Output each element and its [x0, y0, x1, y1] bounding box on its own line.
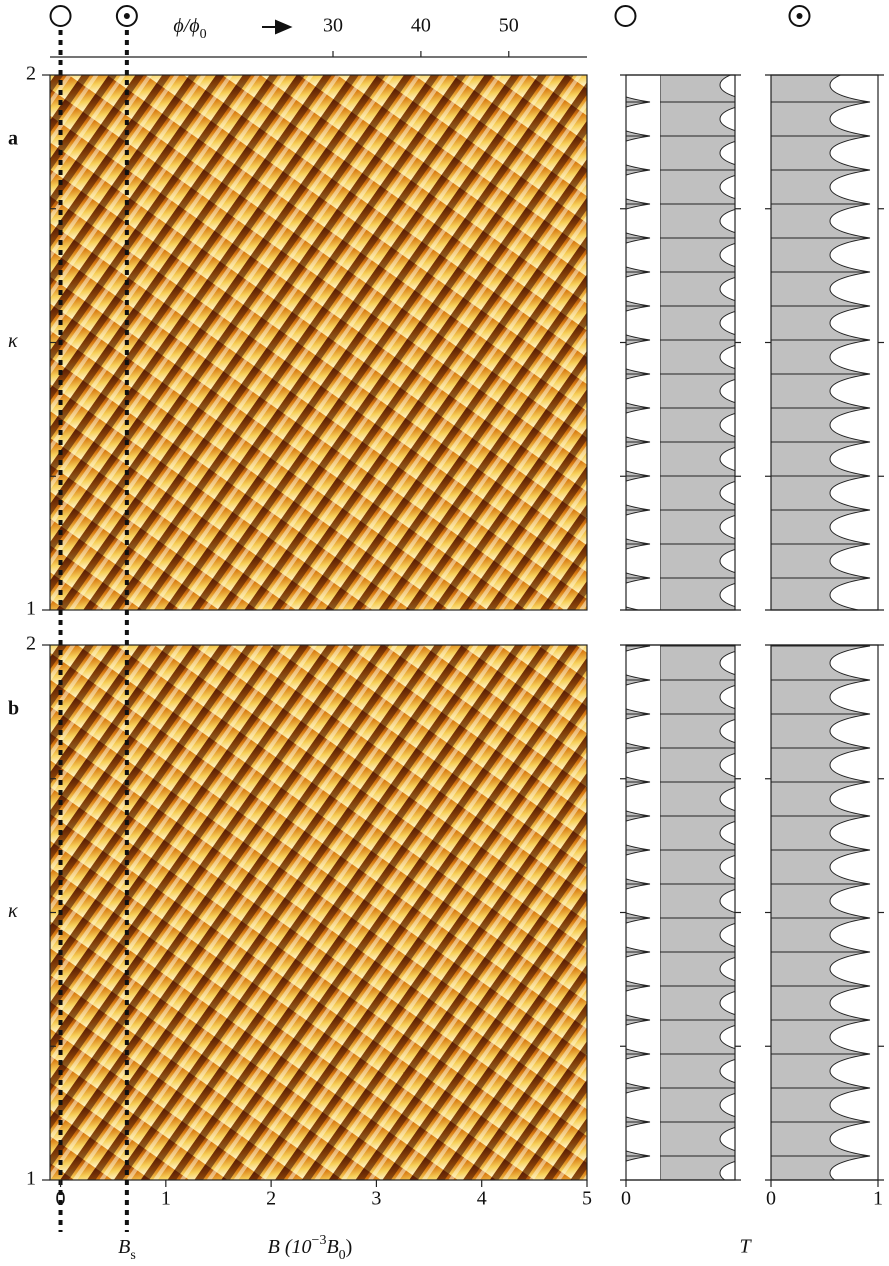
label: B (10−3B0) — [268, 1233, 353, 1263]
x-tick-label: 5 — [582, 1188, 592, 1210]
y-tick-label: 1 — [26, 598, 36, 620]
x-tick-label: 0 — [621, 1188, 631, 1210]
transmission-trace — [626, 645, 735, 1180]
top-tick-label: 30 — [323, 15, 343, 37]
symbol — [616, 6, 636, 26]
label-part: 0 — [200, 27, 207, 42]
label-part: ϕ/ϕ — [173, 15, 199, 37]
symbol-dot — [124, 13, 130, 19]
y-tick-label: 2 — [26, 63, 36, 85]
x-tick-label: 1 — [873, 1188, 883, 1210]
label-part: ) — [346, 1236, 353, 1258]
y-axis-label: κ — [8, 900, 18, 922]
x-tick-label: 3 — [371, 1188, 381, 1210]
label-part: B (10 — [268, 1236, 312, 1258]
label: Bs — [118, 1236, 136, 1263]
x-tick-label: 4 — [477, 1188, 487, 1210]
heatmap-image — [50, 645, 587, 1180]
y-axis-label: κ — [8, 330, 18, 352]
label: ϕ/ϕ0 — [173, 15, 206, 42]
x-tick-label: 2 — [266, 1188, 276, 1210]
label-part: −3 — [312, 1233, 327, 1248]
y-tick-label: 1 — [26, 1168, 36, 1190]
x-tick-label: 0 — [56, 1188, 66, 1210]
heatmap-image — [50, 75, 587, 610]
x-axis-label: T — [739, 1236, 752, 1258]
panel-label: b — [8, 698, 19, 720]
label-part: B — [326, 1236, 338, 1258]
symbol — [51, 6, 71, 26]
transmission-trace — [771, 75, 878, 610]
label-part: s — [130, 1248, 135, 1263]
panel-label: a — [8, 128, 18, 150]
transmission-trace — [626, 75, 735, 610]
label-part: B — [118, 1236, 130, 1258]
top-tick-label: 40 — [411, 15, 431, 37]
transmission-trace — [771, 645, 878, 1180]
y-tick-label: 2 — [26, 633, 36, 655]
arrow — [262, 21, 290, 33]
x-tick-label: 0 — [766, 1188, 776, 1210]
symbol-dot — [797, 13, 803, 19]
top-tick-label: 50 — [499, 15, 519, 37]
figure: aκ12bκ12304050ϕ/ϕ0012345B (10−3B0)Bs001T — [0, 0, 889, 1266]
x-tick-label: 1 — [161, 1188, 171, 1210]
label-part: 0 — [339, 1248, 346, 1263]
